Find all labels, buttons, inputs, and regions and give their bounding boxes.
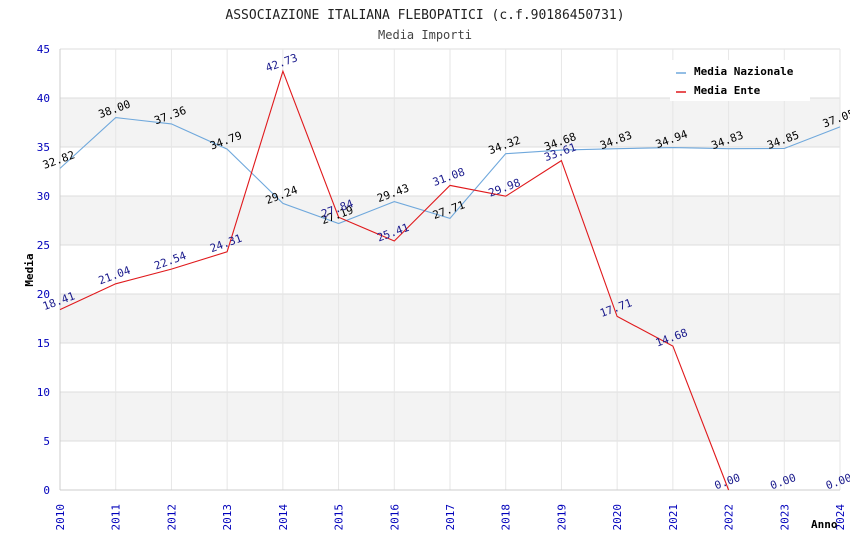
y-tick-label: 25: [37, 239, 50, 252]
x-tick-label: 2020: [611, 504, 624, 531]
x-tick-label: 2010: [54, 504, 67, 531]
x-tick-label: 2018: [500, 504, 513, 531]
data-label-media-ente: 0.00: [824, 471, 850, 492]
legend-label-media-nazionale: Media Nazionale: [694, 65, 794, 78]
x-tick-label: 2016: [388, 504, 401, 531]
x-tick-label: 2024: [834, 504, 847, 531]
y-tick-label: 35: [37, 141, 50, 154]
y-tick-label: 5: [43, 435, 50, 448]
y-tick-label: 10: [37, 386, 50, 399]
x-axis-label: Anno: [811, 518, 838, 531]
y-tick-label: 40: [37, 92, 50, 105]
series-lines: [59, 69, 841, 491]
chart-subtitle: Media Importi: [378, 28, 472, 42]
data-label-media-ente: 0.00: [768, 471, 797, 492]
x-tick-label: 2017: [444, 504, 457, 531]
legend-label-media-ente: Media Ente: [694, 84, 761, 97]
y-tick-label: 30: [37, 190, 50, 203]
x-tick-label: 2021: [667, 504, 680, 531]
x-tick-label: 2014: [277, 504, 290, 531]
legend: Media Nazionale Media Ente: [670, 60, 810, 101]
series-line-media-nazionale: [59, 117, 841, 225]
x-tick-label: 2015: [333, 504, 346, 531]
chart-title: ASSOCIAZIONE ITALIANA FLEBOPATICI (c.f.9…: [225, 8, 624, 23]
x-tick-label: 2023: [778, 504, 791, 531]
data-label-media-ente: 42.73: [264, 51, 300, 75]
x-tick-label: 2012: [165, 504, 178, 531]
y-axis-label: Media: [23, 253, 36, 286]
data-label-media-ente: 31.08: [431, 165, 467, 189]
y-tick-label: 45: [37, 43, 50, 56]
y-tick-label: 20: [37, 288, 50, 301]
y-tick-label: 0: [43, 484, 50, 497]
x-tick-label: 2013: [221, 504, 234, 531]
legend-box: [670, 60, 810, 101]
x-ticks: 2010 2011 2012 2013 2014 2015 2016 2017 2018 2019…: [54, 504, 847, 531]
axes: [59, 49, 840, 491]
data-label-media-ente: 0.00: [713, 471, 742, 492]
x-tick-label: 2022: [723, 504, 736, 531]
x-tick-label: 2019: [555, 504, 568, 531]
y-ticks: 0 5 10 15 20 25 30 35 40 45: [37, 43, 50, 497]
x-tick-label: 2011: [110, 504, 123, 531]
series-line-media-ente: [59, 69, 730, 491]
y-tick-label: 15: [37, 337, 50, 350]
